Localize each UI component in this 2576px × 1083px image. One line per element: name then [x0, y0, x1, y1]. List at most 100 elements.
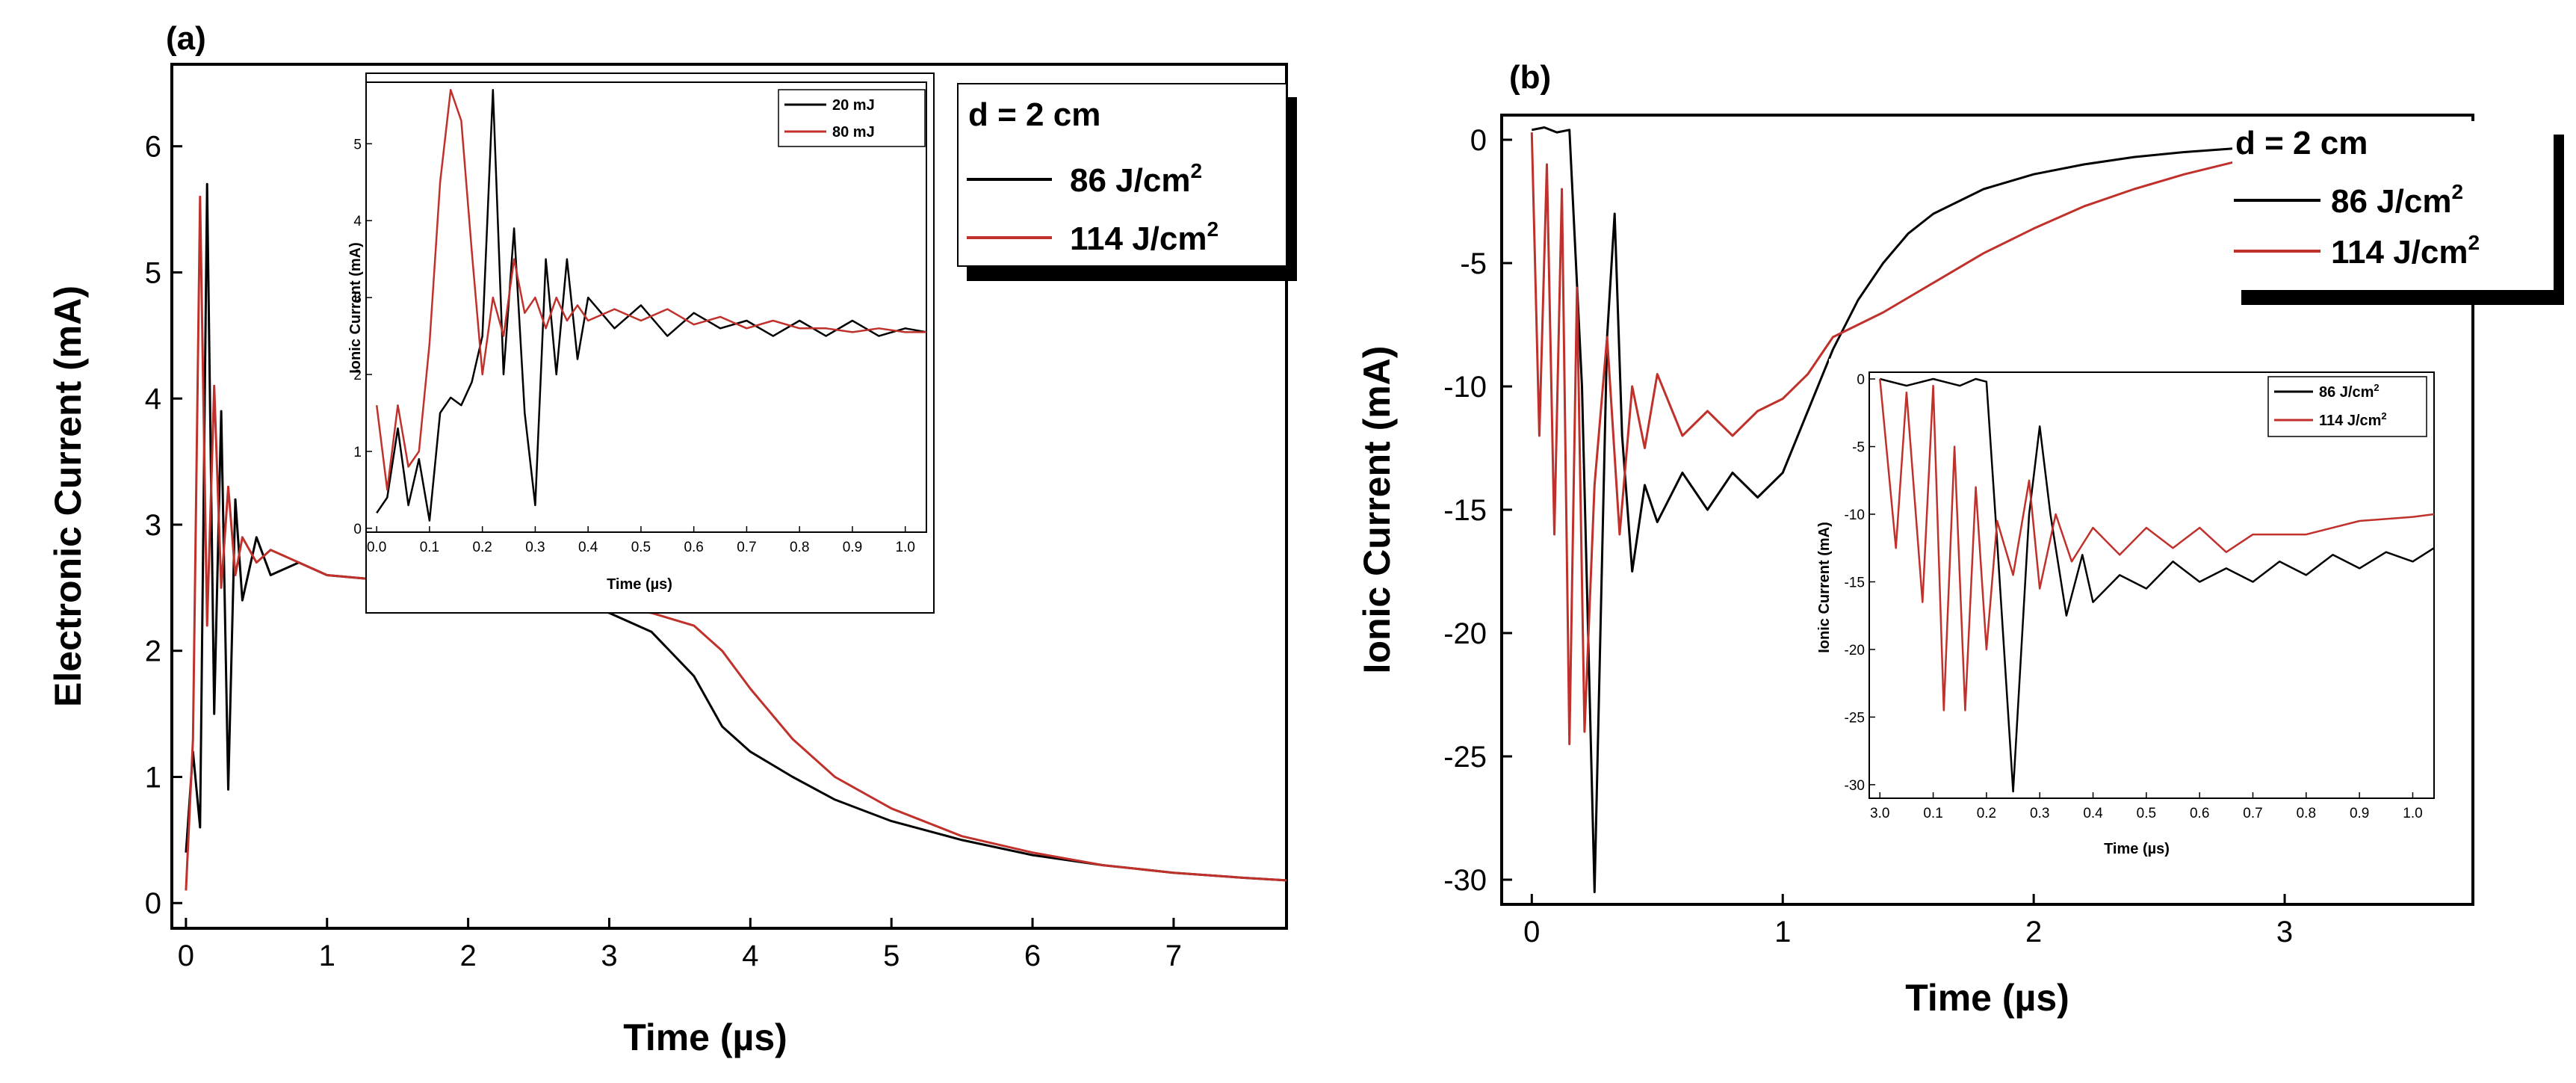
panel-b-inset-x-tick-label: 0.7 [2243, 806, 2262, 821]
panel-b-inset-x-tick-label: 0.4 [2083, 806, 2103, 821]
panel-a-inset-x-tick-label: 0.5 [631, 540, 651, 555]
panel-a-y-axis-title: Electronic Current (mA) [47, 286, 89, 707]
panel-a-y-tick-label: 3 [145, 509, 161, 542]
panel-a-x-tick-label: 0 [178, 939, 194, 972]
panel-b-label: (b) [1509, 59, 1551, 96]
panel-b-x-axis-title: Time (µs) [1905, 977, 2069, 1019]
panel-b-inset-series [1879, 377, 2435, 793]
panel-a-inset-y-ticks: 0 1 2 3 4 5 [353, 137, 372, 537]
panel-b-inset-y-tick-label: -20 [1845, 643, 1865, 658]
panel-b-y-axis-title: Ionic Current (mA) [1356, 346, 1398, 674]
panel-a-legend: d = 2 cm 86 J/cm2 114 J/cm2 [957, 83, 1297, 281]
panel-a-inset-x-tick-label: 0.6 [684, 540, 703, 555]
panel-a-inset-y-tick-label: 4 [353, 214, 362, 229]
panel-b-y-tick-label: -25 [1443, 741, 1487, 774]
panel-b-inset-x-tick-label: 0.1 [1923, 806, 1942, 821]
panel-b: (b) 0 1 2 3 0 -5 -10 -15 -20 -25 -30 Time (µs) Io… [1356, 59, 2564, 1019]
panel-b-inset-x-tick-label: 0.2 [1977, 806, 1996, 821]
panel-b-inset-y-tick-label: -15 [1845, 575, 1865, 590]
panel-b-inset-y-tick-label: -25 [1845, 710, 1865, 726]
panel-b-series [1530, 126, 2285, 893]
panel-b-inset-series-red-line [1879, 378, 2435, 712]
panel-a-y-tick-label: 2 [145, 635, 161, 668]
panel-a-y-ticks: 0 1 2 3 4 5 6 [145, 131, 182, 920]
panel-a-legend-header: d = 2 cm [968, 96, 1100, 133]
panel-a-inset-legend-label-80mj: 80 mJ [832, 124, 875, 141]
panel-a-inset-x-tick-label: 1.0 [895, 540, 914, 555]
panel-b-inset-legend-label-86: 86 J/cm2 [2319, 382, 2380, 401]
panel-b-inset-y-ticks: 0 -5 -10 -15 -20 -25 -30 [1845, 372, 1875, 794]
panel-b-inset: 3.0 0.1 0.2 0.3 0.4 0.5 0.6 0.7 0.8 0.9 1.0 0 -5 -10… [1816, 359, 2449, 867]
panel-a-legend-label-114: 114 J/cm2 [1070, 217, 1219, 257]
panel-a-x-tick-label: 6 [1024, 939, 1041, 972]
panel-a-inset-y-tick-label: 3 [353, 291, 362, 306]
panel-a-inset-x-tick-label: 0.9 [843, 540, 862, 555]
panel-a-x-tick-label: 7 [1165, 939, 1182, 972]
panel-a-inset-y-tick-label: 5 [353, 137, 362, 152]
panel-a-x-tick-label: 2 [459, 939, 476, 972]
panel-a-legend-label-86: 86 J/cm2 [1070, 159, 1202, 199]
panel-b-y-tick-label: -10 [1443, 371, 1487, 404]
panel-b-series-red-line [1530, 132, 2285, 745]
panel-b-inset-legend-label-114: 114 J/cm2 [2319, 410, 2387, 429]
panel-a-inset: 0.0 0.1 0.2 0.3 0.4 0.5 0.6 0.7 0.8 0.9 1.0 0 1 2 3 4 5… [347, 72, 935, 614]
panel-b-legend-header: d = 2 cm [2235, 125, 2368, 161]
panel-a-inset-y-tick-label: 1 [353, 445, 362, 460]
panel-a-inset-x-tick-label: 0.2 [472, 540, 492, 555]
panel-a-inset-x-tick-label: 0.0 [367, 540, 386, 555]
panel-b-series-black-line [1532, 126, 2285, 893]
panel-a-inset-plot-frame [365, 81, 927, 533]
panel-b-inset-x-axis-title: Time (µs) [2104, 841, 2170, 857]
panel-b-inset-legend: 86 J/cm2 114 J/cm2 [2267, 376, 2427, 437]
panel-a-y-tick-label: 0 [145, 887, 161, 920]
panel-b-x-ticks: 0 1 2 3 [1523, 894, 2293, 948]
panel-a-y-tick-label: 5 [145, 256, 161, 289]
panel-a-y-tick-label: 1 [145, 761, 161, 794]
panel-a-x-ticks: 0 1 2 3 4 5 6 7 [178, 918, 1182, 972]
panel-b-inset-y-tick-label: -30 [1845, 778, 1865, 794]
panel-a-inset-x-tick-label: 0.4 [578, 540, 598, 555]
panel-b-inset-y-tick-label: 0 [1857, 372, 1865, 388]
panel-b-inset-x-tick-label: 0.3 [2030, 806, 2049, 821]
panel-a-y-tick-label: 4 [145, 383, 161, 416]
panel-b-inset-x-tick-label: 0.5 [2137, 806, 2156, 821]
panel-b-x-tick-label: 1 [1774, 916, 1791, 948]
panel-b-y-tick-label: -5 [1460, 247, 1487, 280]
panel-b-inset-legend-box [2267, 376, 2427, 437]
panel-a-inset-legend-label-20mj: 20 mJ [832, 97, 875, 114]
panel-b-inset-x-tick-label: 0.9 [2350, 806, 2369, 821]
panel-b-x-tick-label: 2 [2025, 916, 2042, 948]
panel-b-inset-y-tick-label: -5 [1852, 440, 1865, 456]
panel-b-inset-x-tick-label: 0.6 [2190, 806, 2209, 821]
panel-b-y-tick-label: -30 [1443, 864, 1487, 897]
panel-b-inset-x-ticks: 3.0 0.1 0.2 0.3 0.4 0.5 0.6 0.7 0.8 0.9 1.0 [1870, 792, 2423, 821]
panel-b-inset-x-tick-label: 1.0 [2403, 806, 2422, 821]
panel-b-inset-x-tick-label: 3.0 [1870, 806, 1889, 821]
panel-a-x-tick-label: 5 [883, 939, 900, 972]
panel-a-inset-x-axis-title: Time (µs) [607, 576, 672, 593]
panel-a-x-tick-label: 4 [742, 939, 758, 972]
panel-a-y-tick-label: 6 [145, 131, 161, 164]
panel-a-inset-series-black-line [376, 89, 927, 522]
panel-a-x-tick-label: 1 [319, 939, 335, 972]
panel-a: (a) 0 1 2 3 4 5 6 7 0 1 2 3 4 5 6 Time (µs) Electroni… [47, 20, 1297, 1058]
panel-b-y-ticks: 0 -5 -10 -15 -20 -25 -30 [1443, 124, 1512, 897]
panel-b-legend-label-86: 86 J/cm2 [2331, 180, 2463, 220]
panel-b-legend-box [2232, 121, 2554, 290]
panel-b-y-tick-label: -15 [1443, 494, 1487, 527]
panel-a-inset-x-tick-label: 0.8 [790, 540, 809, 555]
panel-b-inset-x-tick-label: 0.8 [2297, 806, 2316, 821]
panel-a-inset-x-tick-label: 0.7 [737, 540, 756, 555]
panel-a-inset-x-ticks: 0.0 0.1 0.2 0.3 0.4 0.5 0.6 0.7 0.8 0.9 1.0 [367, 526, 915, 555]
panel-a-legend-box [957, 83, 1287, 267]
panel-b-y-tick-label: 0 [1470, 124, 1487, 157]
panel-b-x-tick-label: 3 [2276, 916, 2293, 948]
panel-b-inset-y-axis-title: Ionic Current (mA) [1816, 522, 1833, 653]
panel-b-y-tick-label: -20 [1443, 617, 1487, 650]
panel-a-x-tick-label: 3 [601, 939, 617, 972]
panel-a-inset-x-tick-label: 0.3 [525, 540, 545, 555]
panel-b-inset-series-black-line [1879, 377, 2435, 793]
panel-a-inset-legend-box [778, 89, 926, 147]
panel-a-label: (a) [166, 20, 206, 57]
